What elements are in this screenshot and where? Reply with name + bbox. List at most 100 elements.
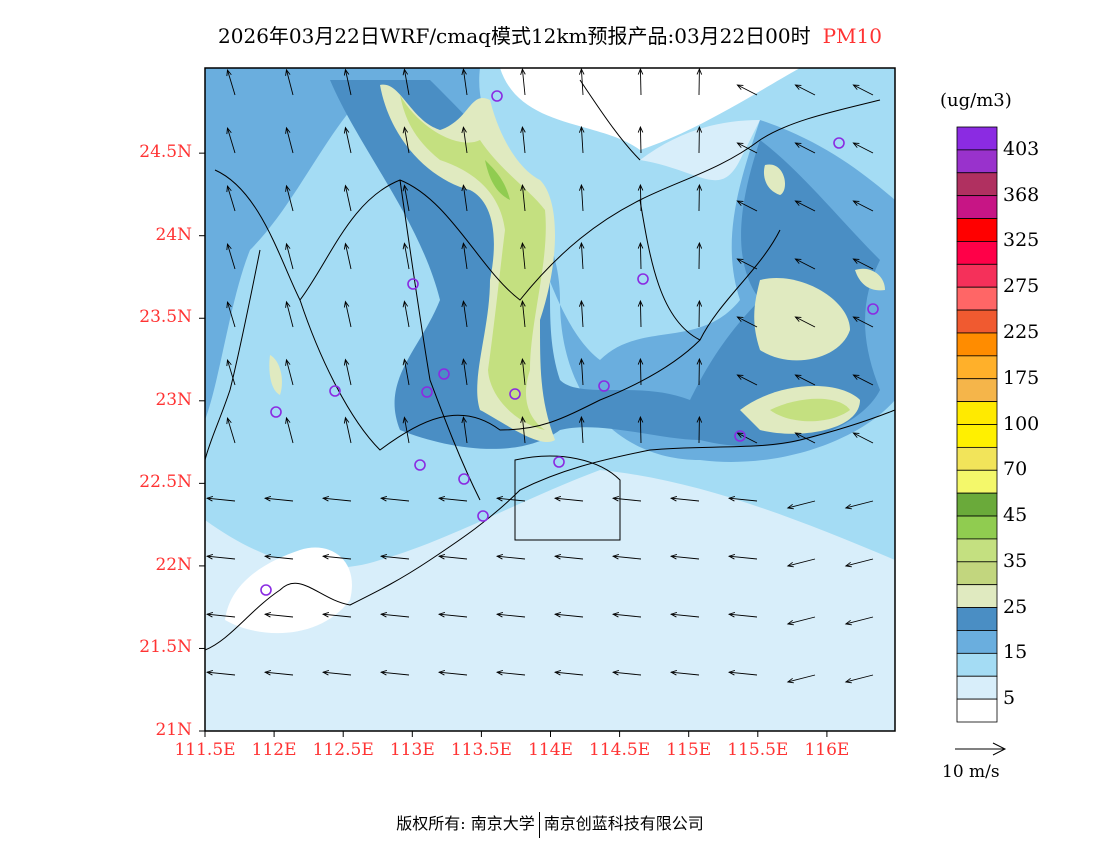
colorbar-tick-label: 15 bbox=[1003, 641, 1028, 664]
wind-arrow bbox=[844, 558, 874, 568]
wind-arrow bbox=[637, 357, 644, 386]
wind-arrow bbox=[578, 183, 585, 212]
wind-arrow bbox=[495, 554, 526, 560]
colorbar-segment bbox=[956, 286, 998, 311]
wind-arrow bbox=[727, 670, 758, 676]
lat-label: 22N bbox=[155, 554, 192, 575]
lon-label: 114E bbox=[528, 740, 573, 760]
wind-arrow bbox=[794, 432, 816, 444]
wind-arrow bbox=[520, 183, 526, 212]
station-marker bbox=[833, 137, 845, 149]
wind-arrow bbox=[520, 299, 526, 328]
colorbar-segment bbox=[956, 332, 998, 357]
wind-arrow bbox=[461, 242, 468, 270]
wind-arrow bbox=[343, 184, 352, 212]
wind-arrow bbox=[727, 612, 758, 618]
colorbar-segment bbox=[956, 515, 998, 540]
wind-arrow bbox=[736, 374, 758, 386]
wind-arrow bbox=[285, 184, 294, 212]
copyright-left: 版权所有: 南京大学 bbox=[396, 814, 535, 833]
station-marker bbox=[329, 385, 341, 397]
lon-label: 112.5E bbox=[312, 740, 374, 760]
wind-arrow bbox=[226, 417, 236, 444]
wind-arrow bbox=[343, 416, 352, 444]
wind-arrow bbox=[263, 612, 294, 618]
wind-arrow bbox=[495, 670, 526, 676]
wind-arrow bbox=[520, 67, 526, 96]
lon-label: 112E bbox=[251, 740, 297, 760]
wind-arrow bbox=[696, 357, 703, 386]
wind-arrow bbox=[437, 612, 468, 618]
wind-arrow bbox=[285, 126, 294, 154]
colorbar-tick-label: 225 bbox=[1003, 320, 1040, 343]
wind-arrow bbox=[226, 301, 236, 328]
wind-arrow bbox=[852, 374, 874, 386]
station-marker bbox=[509, 388, 521, 400]
lon-label: 114.5E bbox=[589, 740, 651, 760]
wind-arrow bbox=[461, 416, 468, 444]
wind-arrow bbox=[343, 126, 352, 154]
wind-arrow bbox=[696, 67, 703, 96]
wind-arrow bbox=[578, 415, 585, 444]
wind-arrow bbox=[553, 554, 584, 560]
wind-arrow bbox=[727, 496, 758, 502]
station-marker bbox=[598, 380, 610, 392]
concentration-field bbox=[205, 68, 895, 731]
colorbar-segment bbox=[956, 698, 998, 723]
wind-arrow bbox=[321, 554, 352, 560]
wind-arrow bbox=[637, 241, 644, 270]
station-marker bbox=[270, 406, 282, 418]
lon-label: 115E bbox=[666, 740, 712, 760]
wind-arrow bbox=[852, 258, 874, 270]
lon-label: 113.5E bbox=[450, 740, 512, 760]
station-marker bbox=[458, 473, 470, 485]
wind-arrow bbox=[402, 242, 410, 270]
wind-arrow bbox=[205, 612, 236, 618]
wind-arrow bbox=[495, 612, 526, 618]
wind-arrow bbox=[696, 299, 703, 328]
colorbar-segment bbox=[956, 172, 998, 197]
colorbar-tick-label: 70 bbox=[1003, 458, 1028, 481]
lat-label: 24.5N bbox=[139, 142, 192, 163]
station-marker bbox=[438, 368, 450, 380]
colorbar-tick-label: 5 bbox=[1003, 687, 1016, 710]
lat-label: 21N bbox=[155, 720, 192, 740]
lat-label: 22.5N bbox=[139, 472, 192, 493]
wind-arrow bbox=[696, 183, 703, 212]
wind-arrow bbox=[669, 670, 700, 676]
wind-arrow bbox=[461, 68, 468, 96]
wind-arrow bbox=[402, 416, 410, 444]
wind-arrow bbox=[786, 558, 816, 568]
colorbar-tick-label: 45 bbox=[1003, 504, 1028, 527]
station-marker bbox=[553, 456, 565, 468]
colorbar-segment bbox=[956, 218, 998, 242]
wind-arrow bbox=[226, 127, 236, 154]
wind-arrow bbox=[285, 242, 294, 270]
station-marker bbox=[414, 459, 426, 471]
wind-legend-arrow bbox=[955, 742, 1007, 756]
monitoring-stations bbox=[260, 90, 879, 596]
wind-arrow bbox=[736, 316, 758, 328]
wind-arrow bbox=[786, 674, 816, 684]
wind-arrow bbox=[736, 84, 758, 96]
wind-arrow bbox=[727, 554, 758, 560]
boundary-lines bbox=[205, 79, 895, 651]
wind-arrow bbox=[379, 554, 410, 560]
colorbar-tick-label: 35 bbox=[1003, 549, 1028, 572]
wind-arrow bbox=[402, 184, 410, 212]
wind-arrow bbox=[461, 184, 468, 212]
wind-arrow bbox=[736, 258, 758, 270]
colorbar-tick-label: 175 bbox=[1003, 366, 1040, 389]
wind-arrow bbox=[696, 125, 703, 154]
wind-arrow bbox=[553, 612, 584, 618]
colorbar-tick-label: 403 bbox=[1003, 137, 1040, 160]
lat-label: 23N bbox=[155, 389, 192, 410]
wind-arrow bbox=[343, 242, 352, 270]
wind-arrow bbox=[226, 243, 236, 270]
wind-arrow bbox=[461, 358, 468, 386]
wind-arrow bbox=[285, 300, 294, 328]
wind-arrow bbox=[461, 126, 468, 154]
station-marker bbox=[421, 386, 433, 398]
wind-arrow bbox=[263, 554, 294, 560]
